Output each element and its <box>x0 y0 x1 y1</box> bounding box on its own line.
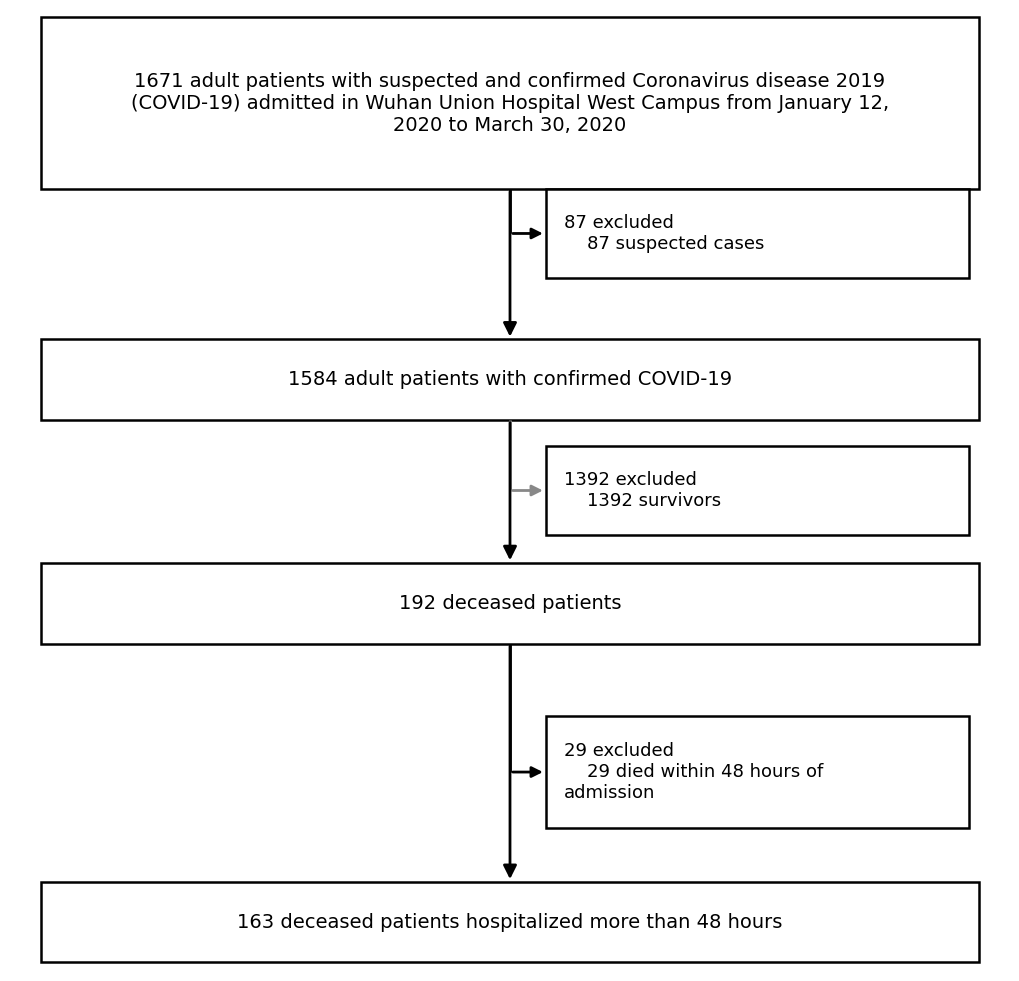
Text: 1671 adult patients with suspected and confirmed Coronavirus disease 2019
(COVID: 1671 adult patients with suspected and c… <box>130 72 889 134</box>
Text: 87 excluded
    87 suspected cases: 87 excluded 87 suspected cases <box>564 214 763 253</box>
Text: 163 deceased patients hospitalized more than 48 hours: 163 deceased patients hospitalized more … <box>237 912 782 932</box>
Text: 192 deceased patients: 192 deceased patients <box>398 594 621 613</box>
Bar <box>545 446 968 535</box>
Bar <box>545 716 968 828</box>
Text: 29 excluded
    29 died within 48 hours of
admission: 29 excluded 29 died within 48 hours of a… <box>564 743 822 801</box>
Bar <box>41 882 978 962</box>
Text: 1392 excluded
    1392 survivors: 1392 excluded 1392 survivors <box>564 471 720 510</box>
Bar <box>545 189 968 278</box>
Bar <box>41 17 978 188</box>
Bar <box>41 563 978 644</box>
Text: 1584 adult patients with confirmed COVID-19: 1584 adult patients with confirmed COVID… <box>287 370 732 389</box>
Bar <box>41 339 978 420</box>
